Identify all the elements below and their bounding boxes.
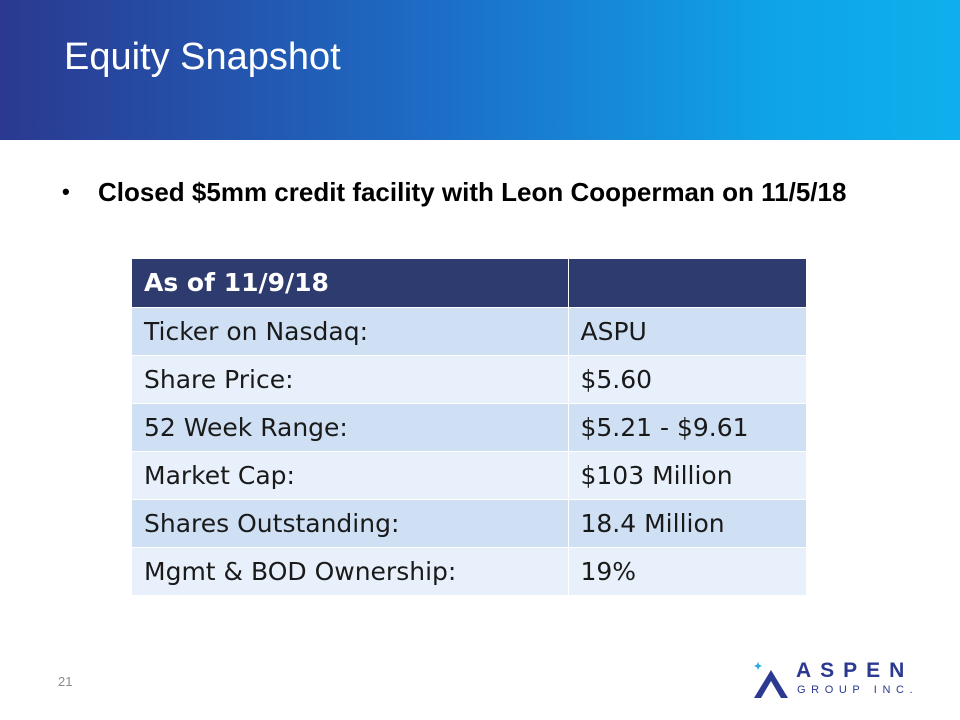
aspen-mountain-icon — [754, 662, 788, 698]
table-cell-label: 52 Week Range: — [132, 403, 569, 452]
table-cell-label: Share Price: — [132, 355, 569, 404]
bullet-text: Closed $5mm credit facility with Leon Co… — [98, 176, 847, 207]
table-row: 52 Week Range: $5.21 - $9.61 — [132, 403, 806, 452]
table-cell-value: $5.21 - $9.61 — [568, 403, 806, 452]
table-row: Share Price: $5.60 — [132, 355, 806, 404]
table-row: Ticker on Nasdaq: ASPU — [132, 307, 806, 356]
table-cell-label: Ticker on Nasdaq: — [132, 307, 569, 356]
equity-snapshot-table: As of 11/9/18 Ticker on Nasdaq: ASPU Sha… — [132, 259, 806, 596]
table-row: Market Cap: $103 Million — [132, 451, 806, 500]
table-cell-value: 18.4 Million — [568, 499, 806, 548]
table-cell-value: $5.60 — [568, 355, 806, 404]
page-number: 21 — [58, 674, 73, 689]
bullet-dot-icon: • — [62, 179, 70, 204]
table-cell-label: Market Cap: — [132, 451, 569, 500]
table-row: Shares Outstanding: 18.4 Million — [132, 499, 806, 548]
table-row: Mgmt & BOD Ownership: 19% — [132, 547, 806, 596]
table-cell-value: ASPU — [568, 307, 806, 356]
table-header-date: As of 11/9/18 — [132, 259, 569, 308]
logo-wordmark: ASPEN — [796, 659, 914, 682]
table-cell-label: Shares Outstanding: — [132, 499, 569, 548]
slide-title: Equity Snapshot — [64, 36, 341, 78]
title-banner: Equity Snapshot — [0, 0, 960, 140]
table-header-blank — [568, 259, 806, 308]
table-cell-label: Mgmt & BOD Ownership: — [132, 547, 569, 596]
table-cell-value: 19% — [568, 547, 806, 596]
company-logo: ASPEN GROUP INC. — [752, 659, 932, 700]
table-cell-value: $103 Million — [568, 451, 806, 500]
logo-subtitle: GROUP INC. — [797, 684, 919, 696]
table-header-row: As of 11/9/18 — [132, 259, 806, 308]
bullet-item: • Closed $5mm credit facility with Leon … — [62, 172, 846, 212]
